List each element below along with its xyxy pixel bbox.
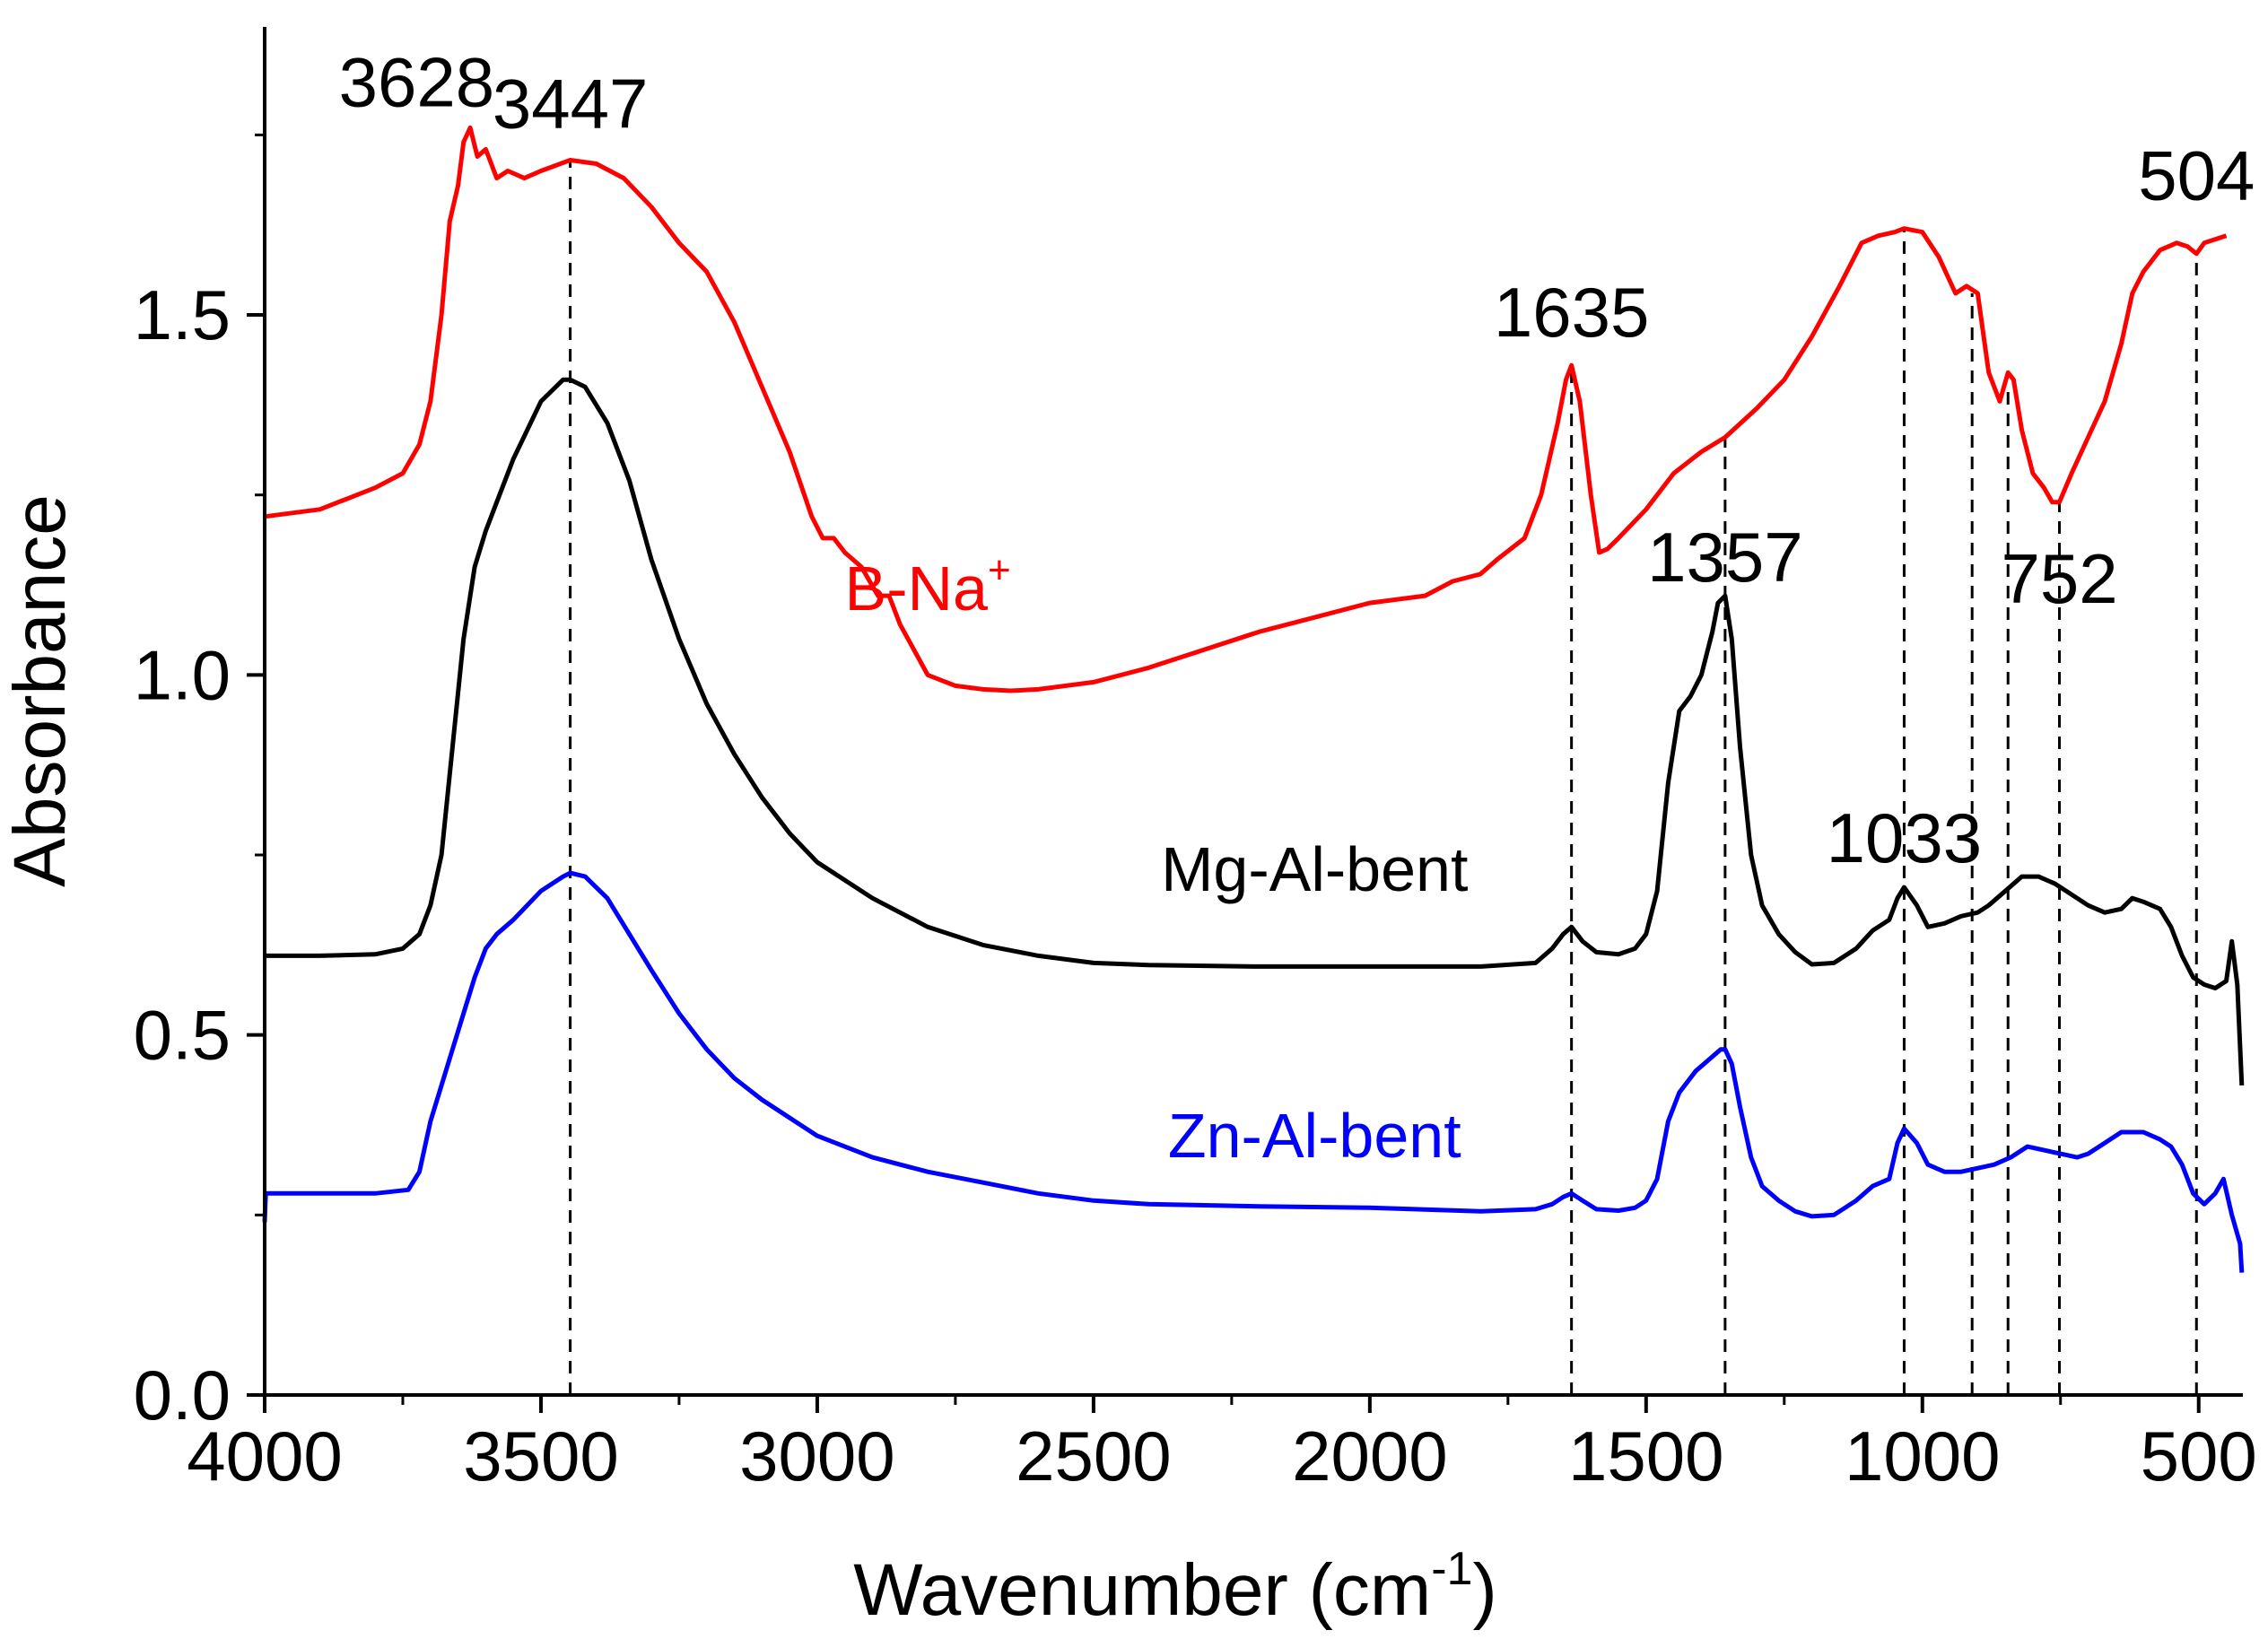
peak-label-3628: 3628 xyxy=(339,42,495,121)
x-tick-label: 2500 xyxy=(1016,1417,1172,1495)
series-label-b-na: B-Na+ xyxy=(845,548,1011,623)
x-tick-label: 1000 xyxy=(1845,1417,2001,1495)
series-label-zn-al-bent: Zn-Al-bent xyxy=(1168,1101,1461,1171)
peak-label-752: 752 xyxy=(2001,539,2117,618)
peak-label-1635: 1635 xyxy=(1494,273,1650,352)
x-tick-label: 3000 xyxy=(739,1417,895,1495)
y-tick-label: 1.5 xyxy=(134,275,231,354)
series-line-zn-al-bent xyxy=(262,870,2245,1273)
series-label-main: Mg-Al-bent xyxy=(1161,834,1468,904)
y-tick-label: 0.0 xyxy=(134,1356,231,1434)
plot-area: 3447 1635 1357 1033 752 504 3628 B-Na+ Mg-Al-ben… xyxy=(262,42,2255,1395)
peak-label-504: 504 xyxy=(2138,136,2255,215)
x-tick-label: 4000 xyxy=(187,1417,343,1495)
x-axis-title-superscript: -1 xyxy=(1431,1543,1472,1595)
x-tick-label: 3500 xyxy=(463,1417,619,1495)
x-tick-label: 500 xyxy=(2141,1417,2257,1495)
series-line-mg-al-bent xyxy=(265,377,2245,1086)
x-tick-label: 2000 xyxy=(1292,1417,1448,1495)
series-label-mg-al-bent: Mg-Al-bent xyxy=(1161,834,1468,904)
x-axis-title-close: ) xyxy=(1472,1549,1496,1631)
y-tick-label: 1.0 xyxy=(134,635,231,714)
peak-label-1033: 1033 xyxy=(1827,798,1983,877)
x-axis-title-main: Wavenumber (cm xyxy=(853,1549,1431,1631)
axes: 4000 3500 3000 2500 2000 1500 1000 500 0.0 0.5 1.0… xyxy=(134,27,2257,1495)
y-axis-title: Absorbance xyxy=(0,494,81,887)
series-label-main: B-Na xyxy=(845,554,989,623)
y-tick-label: 0.5 xyxy=(134,996,231,1075)
x-tick-label: 1500 xyxy=(1568,1417,1724,1495)
peak-label-1357: 1357 xyxy=(1647,518,1803,597)
series-label-main: Zn-Al-bent xyxy=(1168,1101,1461,1171)
peak-label-3447: 3447 xyxy=(493,64,649,143)
series-label-superscript: + xyxy=(988,548,1011,592)
x-axis-title: Wavenumber (cm-1) xyxy=(853,1543,1497,1631)
series-line-b-na xyxy=(264,125,2228,693)
